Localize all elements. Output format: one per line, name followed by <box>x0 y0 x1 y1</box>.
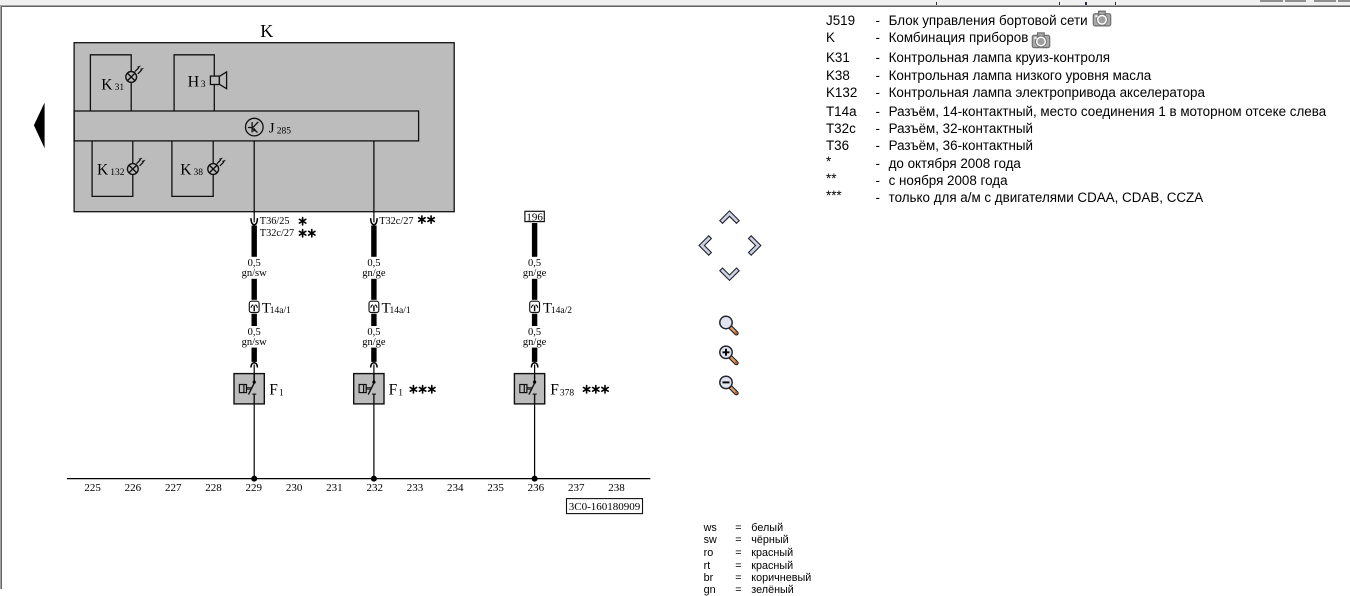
svg-text:230: 230 <box>286 482 303 494</box>
svg-text:F: F <box>389 382 398 399</box>
svg-text:231: 231 <box>326 482 343 494</box>
svg-text:F: F <box>550 382 559 399</box>
svg-text:3C0-160180909: 3C0-160180909 <box>569 501 641 513</box>
svg-text:1: 1 <box>279 388 284 398</box>
svg-text:0,5: 0,5 <box>248 327 261 338</box>
svg-text:228: 228 <box>205 482 222 494</box>
svg-text:0,5: 0,5 <box>367 327 380 338</box>
svg-text:14a/1: 14a/1 <box>270 306 291 316</box>
svg-text:225: 225 <box>84 482 101 494</box>
svg-text:J: J <box>269 121 275 137</box>
svg-text:K: K <box>260 21 273 41</box>
svg-text:196: 196 <box>526 211 543 223</box>
svg-text:gn/ge: gn/ge <box>523 268 547 279</box>
svg-text:gn/sw: gn/sw <box>242 337 268 348</box>
svg-text:235: 235 <box>487 482 504 494</box>
svg-text:F: F <box>269 382 278 399</box>
svg-text:132: 132 <box>110 168 125 178</box>
svg-text:K: K <box>180 161 192 178</box>
svg-text:gn/ge: gn/ge <box>362 337 386 348</box>
svg-text:0,5: 0,5 <box>367 258 380 269</box>
svg-text:T36/25: T36/25 <box>260 216 290 227</box>
svg-text:T: T <box>543 300 552 316</box>
svg-text:378: 378 <box>560 388 575 398</box>
svg-text:233: 233 <box>407 482 424 494</box>
svg-text:38: 38 <box>194 168 204 178</box>
svg-text:gn/ge: gn/ge <box>523 337 547 348</box>
svg-text:0,5: 0,5 <box>528 258 541 269</box>
svg-text:T: T <box>262 300 271 316</box>
svg-text:232: 232 <box>366 482 383 494</box>
svg-text:229: 229 <box>246 482 263 494</box>
svg-text:T32c/27: T32c/27 <box>379 216 413 227</box>
svg-text:237: 237 <box>568 482 585 494</box>
svg-text:T: T <box>382 300 391 316</box>
svg-text:14a/2: 14a/2 <box>551 306 572 316</box>
svg-text:14a/1: 14a/1 <box>390 306 411 316</box>
svg-text:gn/sw: gn/sw <box>242 268 268 279</box>
svg-text:1: 1 <box>398 388 403 398</box>
svg-text:234: 234 <box>447 482 464 494</box>
svg-text:gn/ge: gn/ge <box>362 268 386 279</box>
svg-text:31: 31 <box>115 83 125 93</box>
svg-text:K: K <box>101 77 113 94</box>
svg-text:H: H <box>188 74 200 91</box>
svg-text:3: 3 <box>201 80 206 90</box>
svg-text:236: 236 <box>528 482 545 494</box>
svg-text:0,5: 0,5 <box>248 258 261 269</box>
svg-text:K: K <box>97 161 109 178</box>
svg-text:227: 227 <box>165 482 182 494</box>
svg-text:T32c/27: T32c/27 <box>260 228 294 239</box>
svg-text:285: 285 <box>277 126 292 136</box>
svg-text:238: 238 <box>608 482 625 494</box>
svg-text:226: 226 <box>125 482 142 494</box>
svg-text:0,5: 0,5 <box>528 327 541 338</box>
